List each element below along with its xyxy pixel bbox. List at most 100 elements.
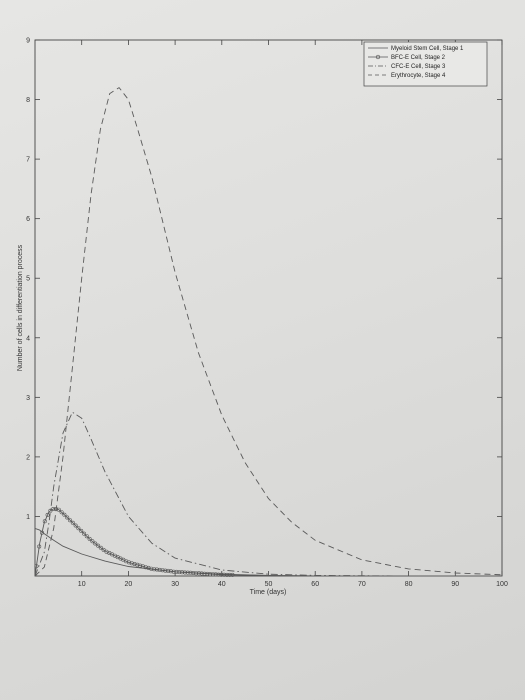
series-marker-stage2: [56, 507, 61, 512]
series-marker-stage2: [73, 523, 78, 528]
series-marker-stage2: [87, 536, 92, 541]
x-tick-label: 80: [405, 581, 413, 588]
series-marker-stage2: [205, 571, 210, 576]
x-tick-label: 100: [496, 581, 508, 588]
series-marker-stage2: [135, 562, 140, 567]
series-marker-stage2: [224, 572, 229, 577]
series-marker-stage2: [84, 534, 89, 539]
legend-label-stage3: CFC-E Cell, Stage 3: [391, 64, 446, 70]
series-marker-stage2: [227, 572, 232, 577]
series-marker-stage2: [180, 570, 185, 575]
series-marker-stage2: [210, 572, 215, 577]
series-marker-stage2: [208, 572, 213, 577]
y-tick-label: 9: [26, 38, 30, 45]
legend-label-stage1: Myeloid Stem Cell, Stage 1: [391, 46, 464, 52]
series-marker-stage2: [42, 519, 47, 524]
series-marker-stage2: [70, 520, 75, 525]
series-marker-stage2: [163, 568, 168, 573]
series-marker-stage2: [202, 571, 207, 576]
series-marker-stage2: [219, 572, 224, 577]
series-line-stage2: [34, 508, 502, 577]
y-tick-label: 6: [26, 216, 30, 223]
series-marker-stage2: [191, 570, 196, 575]
series-marker-stage2: [182, 570, 187, 575]
x-tick-label: 90: [451, 581, 459, 588]
series-marker-stage2: [96, 543, 101, 548]
x-tick-label: 10: [78, 581, 86, 588]
x-tick-label: 40: [218, 581, 226, 588]
y-tick-label: 1: [26, 514, 30, 521]
series-marker-stage2: [93, 541, 98, 546]
legend: Myeloid Stem Cell, Stage 1 BFC-E Cell, S…: [363, 41, 488, 87]
series-marker-stage2: [90, 539, 95, 544]
series-marker-stage2: [98, 545, 103, 550]
y-tick-label: 5: [26, 276, 30, 283]
series-marker-stage2: [166, 568, 171, 573]
series-marker-stage2: [230, 572, 235, 577]
series-line-stage3: [34, 411, 502, 577]
series-marker-stage2: [188, 570, 193, 575]
series-marker-stage2: [216, 572, 221, 577]
axis-ticks: 10 20 30 40 50 60 70 80 90 100 1 2 3 4 5 6 7 8 9: [26, 38, 508, 589]
x-tick-label: 30: [171, 581, 179, 588]
series-marker-stage2: [62, 512, 67, 517]
legend-label-stage2: BFC-E Cell, Stage 2: [391, 55, 446, 61]
series-marker-stage2: [45, 512, 50, 517]
series-markers: [34, 506, 235, 577]
series-marker-stage2: [154, 567, 159, 572]
series-marker-stage2: [194, 571, 199, 576]
series-marker-stage2: [157, 567, 162, 572]
series-marker-stage2: [174, 569, 179, 574]
series-marker-stage2: [196, 571, 201, 576]
series-marker-stage2: [132, 561, 137, 566]
series-marker-stage2: [37, 544, 42, 549]
plot-area-frame: [34, 39, 503, 577]
series-marker-stage2: [48, 508, 53, 513]
series-marker-stage2: [199, 571, 204, 576]
series-marker-stage2: [79, 528, 84, 533]
series-marker-stage2: [82, 531, 87, 536]
series-marker-stage2: [149, 566, 154, 571]
series-marker-stage2: [138, 563, 143, 568]
x-axis-label: Time (days): [250, 589, 287, 596]
x-tick-label: 70: [358, 581, 366, 588]
series-marker-stage2: [68, 518, 73, 523]
legend-label-stage4: Erythrocyte, Stage 4: [391, 73, 446, 79]
series-marker-stage2: [129, 561, 134, 566]
series-marker-stage2: [53, 506, 58, 511]
y-tick-label: 3: [26, 395, 30, 402]
y-tick-label: 2: [26, 454, 30, 461]
x-tick-label: 50: [265, 581, 273, 588]
y-tick-label: 7: [26, 157, 30, 164]
series-marker-stage2: [101, 547, 106, 552]
series-marker-stage2: [160, 568, 165, 573]
series-marker-stage2: [171, 569, 176, 574]
x-tick-label: 20: [125, 581, 133, 588]
series-marker-stage2: [146, 565, 151, 570]
y-tick-label: 8: [26, 97, 30, 104]
legend-box: [363, 41, 488, 87]
series-marker-stage2: [34, 564, 39, 569]
series-marker-stage2: [126, 560, 131, 565]
series-marker-stage2: [51, 506, 56, 511]
series-marker-stage2: [213, 572, 218, 577]
series-marker-stage2: [140, 564, 145, 569]
series-marker-stage2: [76, 526, 81, 531]
series-marker-stage2: [168, 569, 173, 574]
y-axis-label: Number of cells in differentiation proce…: [17, 244, 24, 371]
legend-marker-stage2: [375, 54, 381, 60]
series-lines: [34, 87, 503, 577]
x-tick-label: 60: [311, 581, 319, 588]
series-marker-stage2: [177, 570, 182, 575]
series-marker-stage2: [59, 510, 64, 515]
series-marker-stage2: [39, 530, 44, 535]
series-marker-stage2: [152, 567, 157, 572]
series-marker-stage2: [185, 570, 190, 575]
series-marker-stage2: [65, 515, 70, 520]
y-tick-label: 4: [26, 335, 30, 342]
series-marker-stage2: [222, 572, 227, 577]
series-line-stage4: [34, 87, 503, 577]
series-marker-stage2: [143, 565, 148, 570]
